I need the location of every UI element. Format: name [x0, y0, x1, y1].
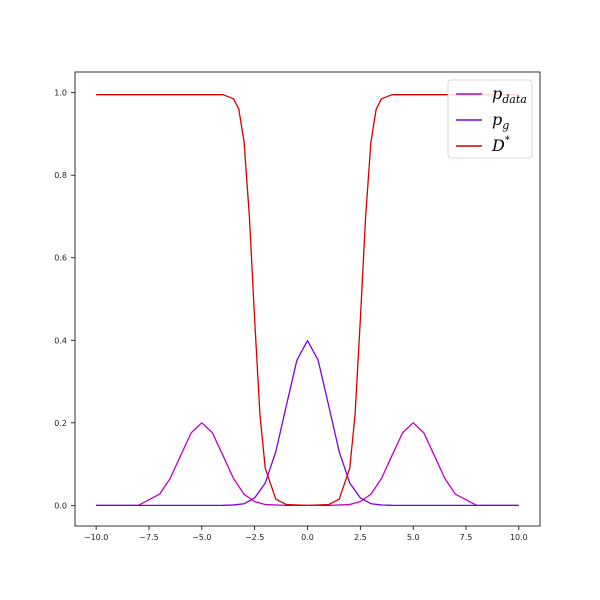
- legend-entry-1: pg: [492, 110, 509, 132]
- legend-base: p: [492, 110, 502, 129]
- x-tick-label: −2.5: [245, 533, 264, 542]
- legend-base: p: [492, 84, 502, 103]
- x-tick-label: 7.5: [460, 533, 473, 542]
- x-tick-label: 10.0: [510, 533, 528, 542]
- series-line-1: [96, 340, 519, 507]
- legend-subscript: data: [502, 93, 527, 106]
- legend-box: [447, 79, 533, 159]
- legend-base: D: [491, 136, 505, 155]
- series-line-2: [96, 94, 519, 507]
- x-tick-label: −7.5: [139, 533, 158, 542]
- legend-superscript: *: [505, 135, 510, 146]
- x-axis: −10.0 −7.5 −5.0 −2.5 0.0 2.5 5.0 7.5 10.0: [84, 526, 528, 542]
- legend-entry-2: D*: [491, 135, 510, 155]
- y-axis: 0.0 0.2 0.4 0.6 0.8 1.0: [54, 89, 75, 510]
- y-tick-label: 0.4: [54, 336, 67, 345]
- y-tick-label: 0.2: [54, 419, 67, 428]
- x-tick-label: 0.0: [301, 533, 314, 542]
- y-tick-label: 0.8: [54, 171, 67, 180]
- x-tick-label: 5.0: [407, 533, 420, 542]
- plot-area: [96, 94, 519, 507]
- x-tick-label: −10.0: [84, 533, 109, 542]
- x-tick-label: 2.5: [354, 533, 367, 542]
- y-tick-label: 0.0: [54, 501, 67, 510]
- legend-entry-0: pdata: [492, 84, 527, 106]
- legend-subscript: g: [502, 119, 509, 132]
- y-tick-label: 0.6: [54, 254, 67, 263]
- y-tick-label: 1.0: [54, 89, 67, 98]
- x-tick-label: −5.0: [192, 533, 211, 542]
